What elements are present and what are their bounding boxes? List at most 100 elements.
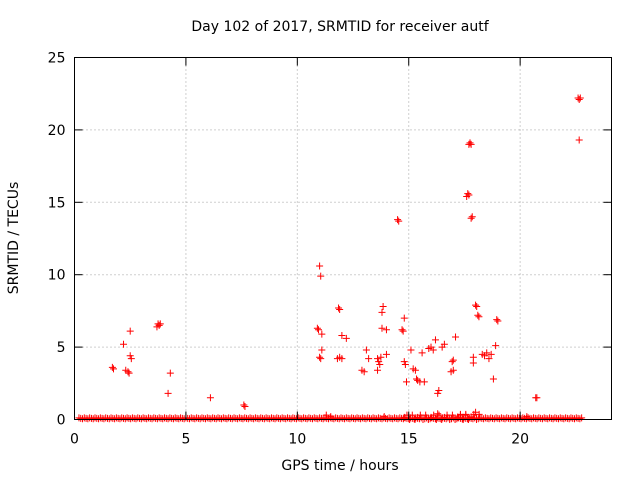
data-point xyxy=(448,411,456,419)
data-point xyxy=(318,346,326,354)
data-point xyxy=(314,326,322,334)
data-point xyxy=(429,346,437,354)
data-point xyxy=(376,360,384,368)
data-point xyxy=(575,136,583,144)
data-point xyxy=(313,324,321,332)
data-point xyxy=(435,411,443,419)
data-point xyxy=(472,408,480,416)
data-point xyxy=(378,308,386,316)
data-point xyxy=(469,353,477,361)
data-point xyxy=(124,368,132,376)
x-tick-label: 0 xyxy=(70,432,79,448)
data-point xyxy=(420,378,428,386)
y-tick-label: 0 xyxy=(57,413,66,429)
data-point xyxy=(126,327,134,335)
y-tick-label: 5 xyxy=(57,340,66,356)
x-axis-label: GPS time / hours xyxy=(281,458,398,474)
y-tick-label: 15 xyxy=(48,195,66,211)
data-point xyxy=(400,314,408,322)
data-point xyxy=(127,355,135,363)
data-point xyxy=(434,410,442,418)
x-tick-label: 5 xyxy=(181,432,190,448)
data-point xyxy=(327,413,335,421)
data-point xyxy=(407,346,415,354)
data-point xyxy=(241,402,249,410)
y-tick-label: 10 xyxy=(48,268,66,284)
data-point xyxy=(468,213,476,221)
data-point xyxy=(401,360,409,368)
data-point xyxy=(523,413,531,421)
axis-ticks: 0 5 10 15 20 25 0 5 10 15 20 xyxy=(48,51,612,448)
plot-frame xyxy=(74,57,612,420)
data-point xyxy=(377,353,385,361)
data-point xyxy=(493,316,501,324)
data-point xyxy=(375,358,383,366)
data-point xyxy=(435,387,443,395)
data-point xyxy=(206,394,214,402)
data-point xyxy=(155,321,163,329)
data-point xyxy=(338,355,346,363)
data-point xyxy=(403,378,411,386)
data-point xyxy=(380,413,388,421)
data-point xyxy=(475,313,483,321)
data-point xyxy=(394,216,402,224)
data-points xyxy=(75,94,586,423)
data-point xyxy=(335,304,343,312)
data-point xyxy=(474,311,482,319)
data-point xyxy=(494,317,502,325)
data-point xyxy=(342,334,350,342)
data-point xyxy=(378,324,386,332)
data-point xyxy=(395,217,403,225)
data-point xyxy=(338,332,346,340)
data-point xyxy=(408,411,416,419)
y-tick-label: 20 xyxy=(48,123,66,139)
data-point xyxy=(467,214,475,222)
data-point xyxy=(316,262,324,270)
data-point xyxy=(317,272,325,280)
data-point xyxy=(316,353,324,361)
data-point xyxy=(126,352,134,360)
data-point xyxy=(120,340,128,348)
x-tick-label: 20 xyxy=(511,432,529,448)
data-point xyxy=(374,366,382,374)
data-point xyxy=(475,410,483,418)
data-point xyxy=(109,365,117,373)
x-tick-label: 10 xyxy=(288,432,306,448)
data-point xyxy=(365,355,373,363)
data-point xyxy=(492,342,500,350)
data-point xyxy=(487,350,495,358)
data-point xyxy=(360,368,368,376)
data-point xyxy=(448,358,456,366)
data-point xyxy=(434,389,442,397)
data-point xyxy=(575,95,583,103)
data-point xyxy=(472,301,480,309)
data-point xyxy=(413,375,421,383)
data-point xyxy=(374,355,382,363)
data-point xyxy=(431,336,439,344)
data-point xyxy=(399,327,407,335)
data-point xyxy=(240,401,248,409)
grid-lines xyxy=(74,57,612,420)
data-point xyxy=(467,140,475,148)
data-point xyxy=(465,191,473,199)
data-point xyxy=(382,350,390,358)
data-point xyxy=(125,369,133,377)
x-tick-label: 15 xyxy=(400,432,418,448)
data-point xyxy=(578,414,586,422)
data-point xyxy=(462,410,470,418)
data-point xyxy=(398,326,406,334)
data-point xyxy=(362,346,370,354)
y-axis-label: SRMTID / TECUs xyxy=(6,182,22,295)
data-point xyxy=(318,330,326,338)
data-point xyxy=(108,363,116,371)
data-point xyxy=(576,415,584,423)
data-point xyxy=(464,190,472,198)
data-point xyxy=(485,355,493,363)
data-point xyxy=(422,411,430,419)
data-point xyxy=(449,356,457,364)
data-point xyxy=(418,349,426,357)
data-point xyxy=(400,358,408,366)
data-point xyxy=(322,411,330,419)
